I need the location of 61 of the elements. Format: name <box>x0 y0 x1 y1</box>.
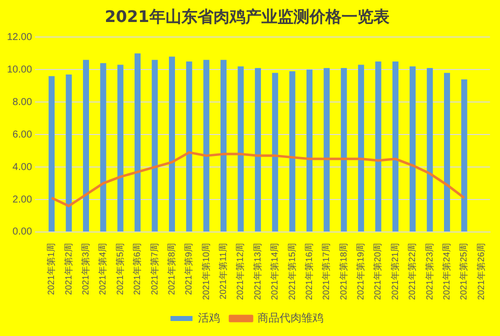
bar <box>220 60 227 232</box>
bar <box>203 60 210 232</box>
bar <box>410 66 416 232</box>
bar <box>48 76 55 232</box>
x-tick-label: 2021年第2周 <box>63 242 74 295</box>
x-tick-label: 2021年第3周 <box>80 242 90 295</box>
x-tick-label: 2021年第5周 <box>114 242 125 295</box>
bar <box>324 68 330 232</box>
x-tick-label: 2021年第23周 <box>424 242 434 300</box>
x-tick-label: 2021年第9周 <box>184 242 194 295</box>
y-tick-label: 0.00 <box>12 226 32 238</box>
x-tick-label: 2021年第15周 <box>286 242 297 300</box>
x-tick-label: 2021年第20周 <box>372 242 383 300</box>
x-tick-label: 2021年第19周 <box>356 242 366 300</box>
bar <box>152 60 158 232</box>
x-tick-label: 2021年第24周 <box>442 242 452 300</box>
y-tick-label: 8.00 <box>12 96 32 108</box>
bar <box>134 53 141 232</box>
bar <box>254 68 261 232</box>
x-tick-label: 2021年第18周 <box>338 242 348 300</box>
bar <box>100 63 106 232</box>
x-tick-label: 2021年第4周 <box>98 242 108 295</box>
y-tick-label: 12.00 <box>6 32 32 43</box>
bar <box>238 66 244 232</box>
x-tick-label: 2021年第11周 <box>218 242 228 300</box>
x-tick-label: 2021年第8周 <box>166 242 176 295</box>
bar <box>66 74 72 232</box>
bar <box>340 68 347 232</box>
x-tick-label: 2021年第16周 <box>304 242 314 300</box>
x-tick-label: 2021年第12周 <box>235 242 246 300</box>
x-tick-label: 2021年第17周 <box>321 242 332 300</box>
bar <box>426 68 433 232</box>
x-tick-label: 2021年第10周 <box>200 242 211 300</box>
y-tick-label: 4.00 <box>12 162 32 173</box>
bar <box>289 71 296 232</box>
y-tick-label: 10.00 <box>6 64 32 76</box>
x-tick-label: 2021年第1周 <box>46 242 56 295</box>
x-tick-label: 2021年第13周 <box>252 242 262 300</box>
bar <box>82 60 90 232</box>
bar <box>392 62 398 232</box>
bar <box>444 72 450 232</box>
x-tick-label: 2021年第26周 <box>476 242 486 300</box>
bar <box>306 70 312 232</box>
bar <box>461 79 468 232</box>
bar <box>358 64 364 232</box>
x-tick-label: 2021年第21周 <box>390 242 400 300</box>
bar <box>186 62 192 232</box>
bar <box>272 72 278 232</box>
bar <box>117 64 124 232</box>
x-tick-label: 2021年第14周 <box>270 242 280 300</box>
bar <box>375 62 382 232</box>
y-tick-label: 6.00 <box>12 129 32 140</box>
bar <box>168 56 175 232</box>
x-tick-label: 2021年第7周 <box>149 242 160 295</box>
x-tick-label: 2021年第6周 <box>132 242 142 295</box>
x-tick-label: 2021年第22周 <box>407 242 418 300</box>
legend-label: 活鸡 <box>198 312 220 325</box>
legend-label: 商品代肉雏鸡 <box>258 312 324 325</box>
y-tick-label: 2.00 <box>12 194 32 206</box>
chart-title: 2021年山东省肉鸡产业监测价格一览表 <box>104 6 390 26</box>
x-tick-label: 2021年第25周 <box>458 242 469 300</box>
